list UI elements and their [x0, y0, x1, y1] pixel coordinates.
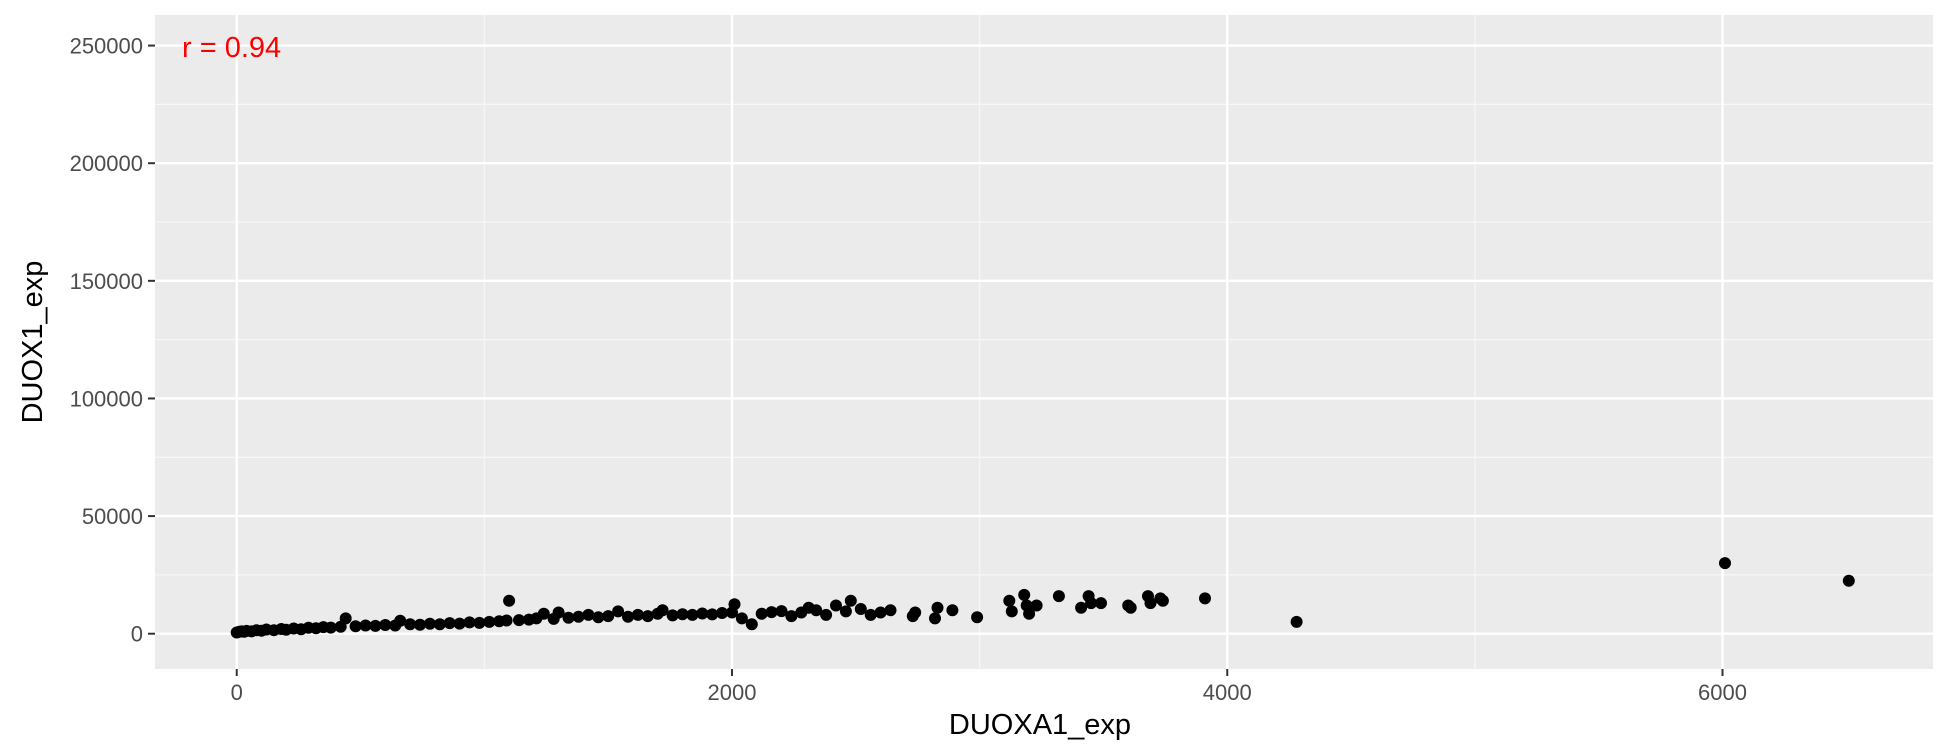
y-tick-label: 250000: [70, 34, 143, 59]
data-point: [500, 614, 513, 627]
plot-panel: [155, 15, 1933, 669]
data-point: [612, 605, 625, 618]
data-point: [414, 618, 426, 631]
data-point: [728, 598, 741, 611]
x-tick-label: 0: [231, 680, 243, 705]
data-point: [1144, 597, 1157, 610]
data-point: [1719, 557, 1731, 570]
data-point: [1018, 588, 1031, 601]
x-axis-ticks: 0 2000 4000 6000: [231, 669, 1747, 705]
data-point: [909, 606, 922, 619]
data-point: [324, 621, 337, 634]
y-axis-title: DUOX1_exp: [17, 261, 49, 424]
data-point: [562, 611, 575, 624]
data-point: [830, 599, 842, 612]
data-point: [339, 612, 352, 625]
data-point: [745, 618, 758, 631]
data-point: [1156, 594, 1169, 607]
data-point: [572, 610, 585, 623]
y-tick-label: 150000: [70, 269, 143, 294]
data-point: [631, 608, 644, 621]
data-point: [820, 608, 833, 621]
data-point: [706, 608, 719, 621]
data-point: [931, 601, 944, 614]
data-point: [473, 616, 486, 629]
y-tick-label: 50000: [82, 504, 143, 529]
data-point: [552, 606, 565, 619]
data-point: [716, 607, 729, 619]
data-point: [676, 608, 689, 621]
data-point: [1075, 601, 1088, 614]
data-point: [765, 606, 778, 619]
data-point: [592, 611, 605, 624]
data-point: [874, 606, 887, 619]
data-point: [884, 604, 897, 617]
data-point: [839, 605, 852, 618]
data-point: [537, 607, 550, 620]
data-point: [1842, 574, 1855, 587]
data-point: [1095, 597, 1107, 610]
data-point: [1199, 592, 1211, 605]
y-tick-label: 0: [131, 622, 143, 647]
data-point: [622, 610, 634, 623]
y-tick-label: 200000: [70, 151, 143, 176]
correlation-annotation: r = 0.94: [182, 32, 281, 64]
data-point: [1085, 597, 1098, 610]
x-axis-title: DUOXA1_exp: [949, 709, 1131, 741]
data-point: [349, 620, 362, 633]
data-point: [686, 608, 699, 621]
data-point: [443, 617, 456, 630]
data-point: [1005, 605, 1018, 618]
data-point: [394, 614, 407, 627]
x-tick-label: 2000: [708, 680, 757, 705]
data-point: [810, 604, 823, 617]
x-tick-label: 4000: [1203, 680, 1252, 705]
data-point: [775, 605, 788, 618]
data-point: [582, 608, 595, 621]
data-point: [453, 617, 466, 630]
data-point: [785, 610, 798, 623]
data-point: [483, 615, 496, 628]
y-tick-label: 100000: [70, 386, 143, 411]
data-point: [379, 619, 392, 631]
data-point: [1052, 590, 1065, 603]
data-point: [1023, 607, 1036, 620]
data-point: [641, 610, 654, 623]
data-point: [513, 614, 525, 627]
data-point: [423, 617, 436, 630]
data-point: [696, 607, 709, 620]
data-point: [503, 594, 516, 607]
data-point: [1290, 615, 1303, 628]
data-point: [1030, 599, 1043, 612]
data-point: [656, 604, 669, 617]
y-axis-ticks: 0 50000 100000 150000 200000 250000: [70, 34, 155, 647]
data-point: [1124, 601, 1137, 614]
x-tick-label: 6000: [1698, 680, 1747, 705]
data-point: [854, 603, 867, 615]
data-point: [864, 608, 877, 621]
minor-gridlines: [155, 15, 1933, 669]
data-point: [433, 618, 446, 631]
data-point: [946, 604, 959, 617]
data-point: [1003, 594, 1016, 607]
data-point: [359, 619, 372, 632]
data-point: [404, 618, 417, 631]
data-point: [844, 594, 857, 607]
data-point: [971, 611, 984, 624]
data-point: [929, 612, 941, 625]
data-point: [755, 607, 768, 620]
data-point: [666, 609, 679, 622]
major-gridlines: [155, 15, 1933, 669]
data-points: [230, 557, 1855, 639]
data-point: [602, 610, 615, 623]
data-point: [735, 612, 748, 625]
data-point: [369, 619, 382, 632]
data-point: [463, 616, 476, 629]
